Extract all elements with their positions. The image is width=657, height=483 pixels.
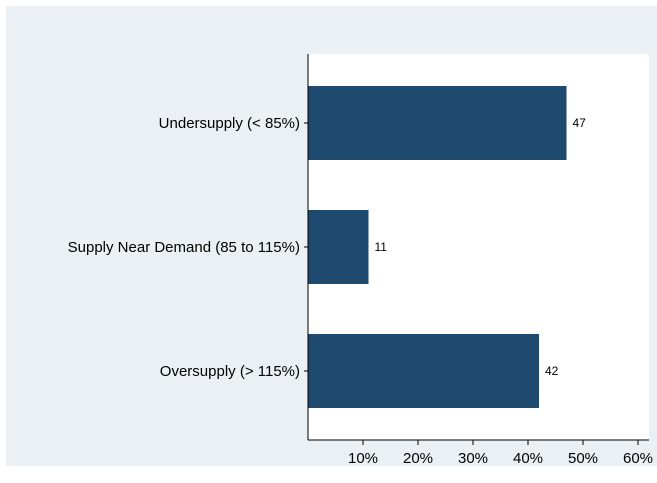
bars-group bbox=[308, 86, 567, 408]
bar-0 bbox=[308, 86, 567, 160]
x-tick-label-1: 20% bbox=[403, 450, 433, 467]
bar-1 bbox=[308, 210, 369, 284]
labels-group: 47 Undersupply (< 85%) 11 Supply Near Deman… bbox=[68, 115, 587, 380]
data-label-2: 42 bbox=[545, 364, 559, 378]
category-label-1: Supply Near Demand (85 to 115%) bbox=[68, 239, 300, 256]
category-label-2: Oversupply (> 115%) bbox=[160, 363, 300, 380]
x-tick-label-0: 10% bbox=[348, 450, 378, 467]
x-tick-label-5: 60% bbox=[623, 450, 653, 467]
category-label-0: Undersupply (< 85%) bbox=[159, 115, 300, 132]
ticks-group: 10% 20% 30% 40% 50% 60% bbox=[304, 122, 653, 467]
data-label-0: 47 bbox=[573, 116, 587, 130]
bar-2 bbox=[308, 334, 539, 408]
x-tick-label-4: 50% bbox=[568, 450, 598, 467]
x-tick-label-3: 40% bbox=[513, 450, 543, 467]
data-label-1: 11 bbox=[375, 240, 388, 254]
x-tick-label-2: 30% bbox=[458, 450, 488, 467]
